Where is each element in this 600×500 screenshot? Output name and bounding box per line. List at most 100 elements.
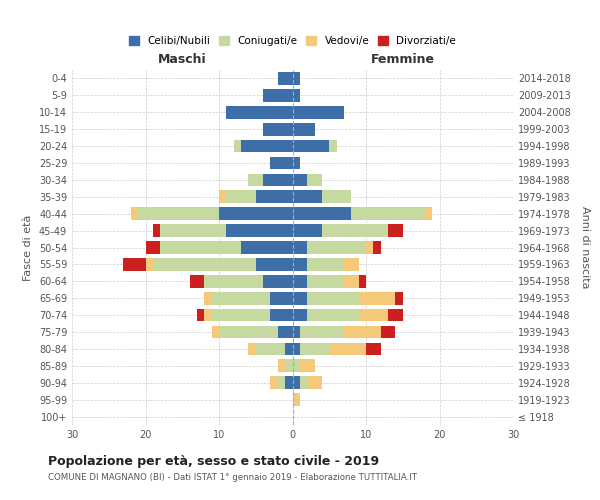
Bar bbox=[293, 174, 307, 186]
Bar bbox=[366, 241, 373, 254]
Bar bbox=[160, 241, 241, 254]
Bar bbox=[138, 208, 219, 220]
Bar bbox=[226, 224, 293, 237]
Bar bbox=[322, 190, 351, 203]
Bar bbox=[293, 106, 344, 118]
Bar bbox=[307, 376, 322, 389]
Bar bbox=[212, 326, 219, 338]
Bar bbox=[248, 342, 256, 355]
Bar bbox=[146, 241, 160, 254]
Bar bbox=[359, 292, 395, 304]
Bar bbox=[300, 342, 329, 355]
Bar bbox=[278, 72, 293, 85]
Bar bbox=[190, 275, 204, 287]
Y-axis label: Fasce di età: Fasce di età bbox=[23, 214, 33, 280]
Bar bbox=[160, 224, 226, 237]
Bar bbox=[359, 275, 366, 287]
Bar bbox=[293, 326, 300, 338]
Bar bbox=[293, 241, 307, 254]
Bar bbox=[381, 326, 395, 338]
Bar bbox=[293, 376, 300, 389]
Bar bbox=[366, 342, 381, 355]
Bar bbox=[395, 292, 403, 304]
Bar bbox=[352, 208, 425, 220]
Bar bbox=[293, 258, 307, 270]
Bar bbox=[285, 376, 293, 389]
Bar bbox=[293, 292, 307, 304]
Bar bbox=[344, 258, 359, 270]
Bar bbox=[293, 360, 300, 372]
Bar bbox=[197, 309, 204, 322]
Bar bbox=[263, 275, 293, 287]
Bar bbox=[204, 275, 263, 287]
Bar bbox=[263, 89, 293, 102]
Bar bbox=[293, 140, 329, 152]
Bar bbox=[153, 258, 256, 270]
Bar bbox=[373, 241, 381, 254]
Bar bbox=[263, 123, 293, 136]
Text: COMUNE DI MAGNANO (BI) - Dati ISTAT 1° gennaio 2019 - Elaborazione TUTTITALIA.IT: COMUNE DI MAGNANO (BI) - Dati ISTAT 1° g… bbox=[48, 472, 417, 482]
Y-axis label: Anni di nascita: Anni di nascita bbox=[580, 206, 590, 289]
Bar bbox=[131, 208, 138, 220]
Bar bbox=[256, 190, 293, 203]
Bar bbox=[285, 342, 293, 355]
Bar bbox=[234, 140, 241, 152]
Bar bbox=[307, 292, 359, 304]
Bar bbox=[307, 241, 366, 254]
Bar bbox=[204, 292, 212, 304]
Bar bbox=[278, 326, 293, 338]
Bar bbox=[278, 360, 285, 372]
Bar bbox=[425, 208, 432, 220]
Bar bbox=[271, 376, 278, 389]
Bar bbox=[293, 309, 307, 322]
Bar bbox=[307, 258, 344, 270]
Bar bbox=[307, 174, 322, 186]
Bar bbox=[212, 309, 271, 322]
Bar bbox=[388, 224, 403, 237]
Legend: Celibi/Nubili, Coniugati/e, Vedovi/e, Divorziati/e: Celibi/Nubili, Coniugati/e, Vedovi/e, Di… bbox=[125, 32, 460, 49]
Bar bbox=[219, 190, 226, 203]
Bar bbox=[293, 224, 322, 237]
Bar bbox=[293, 394, 300, 406]
Text: Maschi: Maschi bbox=[158, 54, 206, 66]
Bar bbox=[388, 309, 403, 322]
Bar bbox=[241, 241, 293, 254]
Bar bbox=[271, 292, 293, 304]
Bar bbox=[278, 376, 285, 389]
Bar bbox=[329, 140, 337, 152]
Bar bbox=[293, 156, 300, 170]
Bar bbox=[212, 292, 271, 304]
Bar bbox=[271, 156, 293, 170]
Bar bbox=[271, 309, 293, 322]
Bar bbox=[293, 342, 300, 355]
Bar bbox=[256, 258, 293, 270]
Bar bbox=[344, 275, 359, 287]
Bar bbox=[146, 258, 153, 270]
Bar bbox=[293, 275, 307, 287]
Bar bbox=[153, 224, 160, 237]
Bar bbox=[226, 106, 293, 118]
Bar bbox=[293, 72, 300, 85]
Bar bbox=[219, 208, 293, 220]
Bar bbox=[263, 174, 293, 186]
Bar bbox=[204, 309, 212, 322]
Text: Femmine: Femmine bbox=[371, 54, 435, 66]
Bar bbox=[344, 326, 381, 338]
Bar bbox=[307, 275, 344, 287]
Text: Popolazione per età, sesso e stato civile - 2019: Popolazione per età, sesso e stato civil… bbox=[48, 455, 379, 468]
Bar bbox=[248, 174, 263, 186]
Bar bbox=[293, 190, 322, 203]
Bar bbox=[300, 376, 307, 389]
Bar bbox=[307, 309, 359, 322]
Bar bbox=[285, 360, 293, 372]
Bar bbox=[219, 326, 278, 338]
Bar bbox=[256, 342, 285, 355]
Bar bbox=[300, 326, 344, 338]
Bar bbox=[293, 123, 314, 136]
Bar bbox=[293, 89, 300, 102]
Bar bbox=[241, 140, 293, 152]
Bar bbox=[322, 224, 388, 237]
Bar bbox=[300, 360, 314, 372]
Bar bbox=[359, 309, 388, 322]
Bar bbox=[293, 208, 352, 220]
